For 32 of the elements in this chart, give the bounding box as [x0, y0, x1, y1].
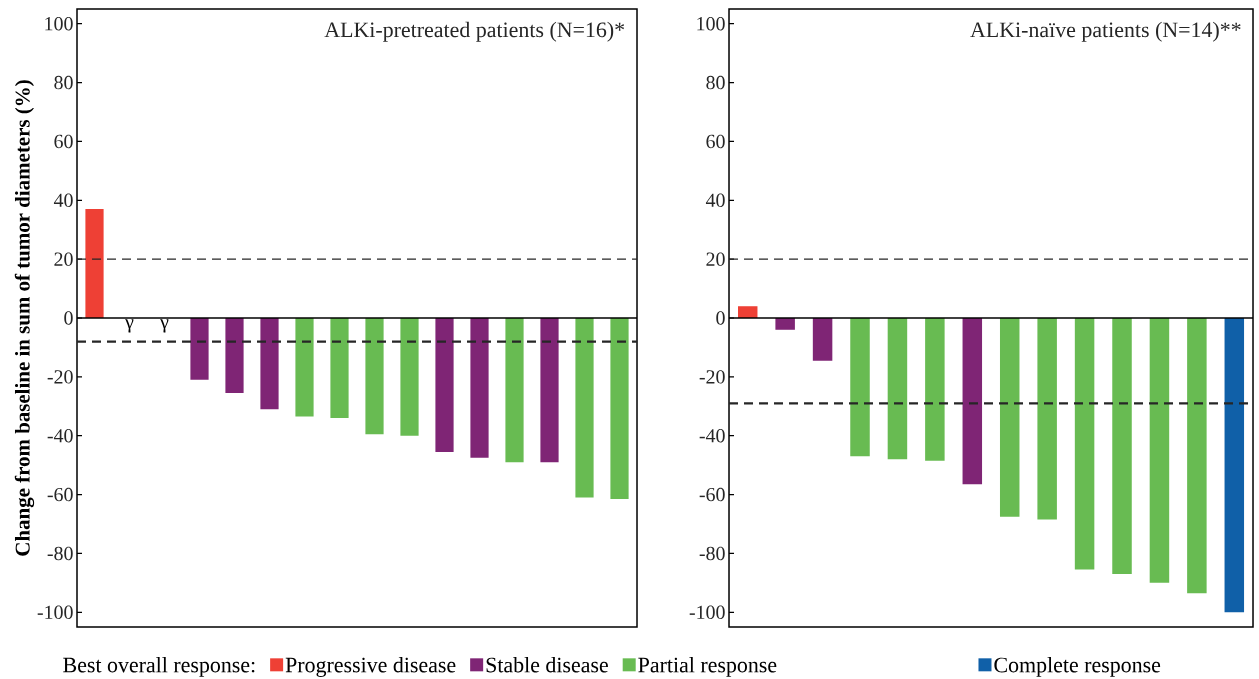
y-tick-label: 60 — [706, 134, 725, 149]
annotation: γ — [160, 319, 169, 333]
y-tick-label: 20 — [54, 252, 73, 266]
text: ALKi-pretreated patients (N=16)* — [324, 21, 625, 42]
y-tick-label: -40 — [47, 429, 73, 443]
y-tick-label: 80 — [706, 75, 725, 90]
y-tick-label: 100 — [697, 16, 725, 31]
y-tick-label: -20 — [47, 370, 73, 384]
y-tick-label: 0 — [716, 311, 725, 325]
legend-label: Partial response — [638, 656, 777, 677]
y-tick-label: 0 — [64, 311, 73, 325]
y-tick-label: -100 — [689, 605, 725, 620]
legend-label: Progressive disease — [285, 656, 456, 677]
y-tick-label: -60 — [699, 487, 725, 502]
legend-label: Complete response — [994, 656, 1161, 677]
y-axis-title: Change from baseline in sum of tumor diameters (%) — [14, 80, 35, 556]
y-tick-label: -80 — [699, 546, 725, 561]
text: ALKi-naïve patients (N=14)** — [970, 21, 1241, 42]
legend-title: Best overall response: — [63, 656, 255, 677]
y-tick-label: 100 — [45, 16, 73, 31]
y-tick-label: 60 — [54, 134, 73, 149]
y-tick-label: -40 — [699, 429, 725, 443]
y-tick-label: 40 — [53, 193, 73, 207]
annotation: γ — [125, 319, 134, 333]
y-tick-label: 40 — [705, 193, 725, 207]
y-tick-label: -100 — [37, 605, 73, 620]
y-tick-label: 20 — [706, 252, 725, 266]
legend-label: Stable disease — [486, 656, 608, 673]
y-tick-label: -20 — [699, 370, 725, 384]
y-tick-label: -60 — [47, 487, 73, 502]
y-tick-label: 80 — [54, 75, 73, 90]
y-tick-label: -80 — [47, 546, 73, 561]
